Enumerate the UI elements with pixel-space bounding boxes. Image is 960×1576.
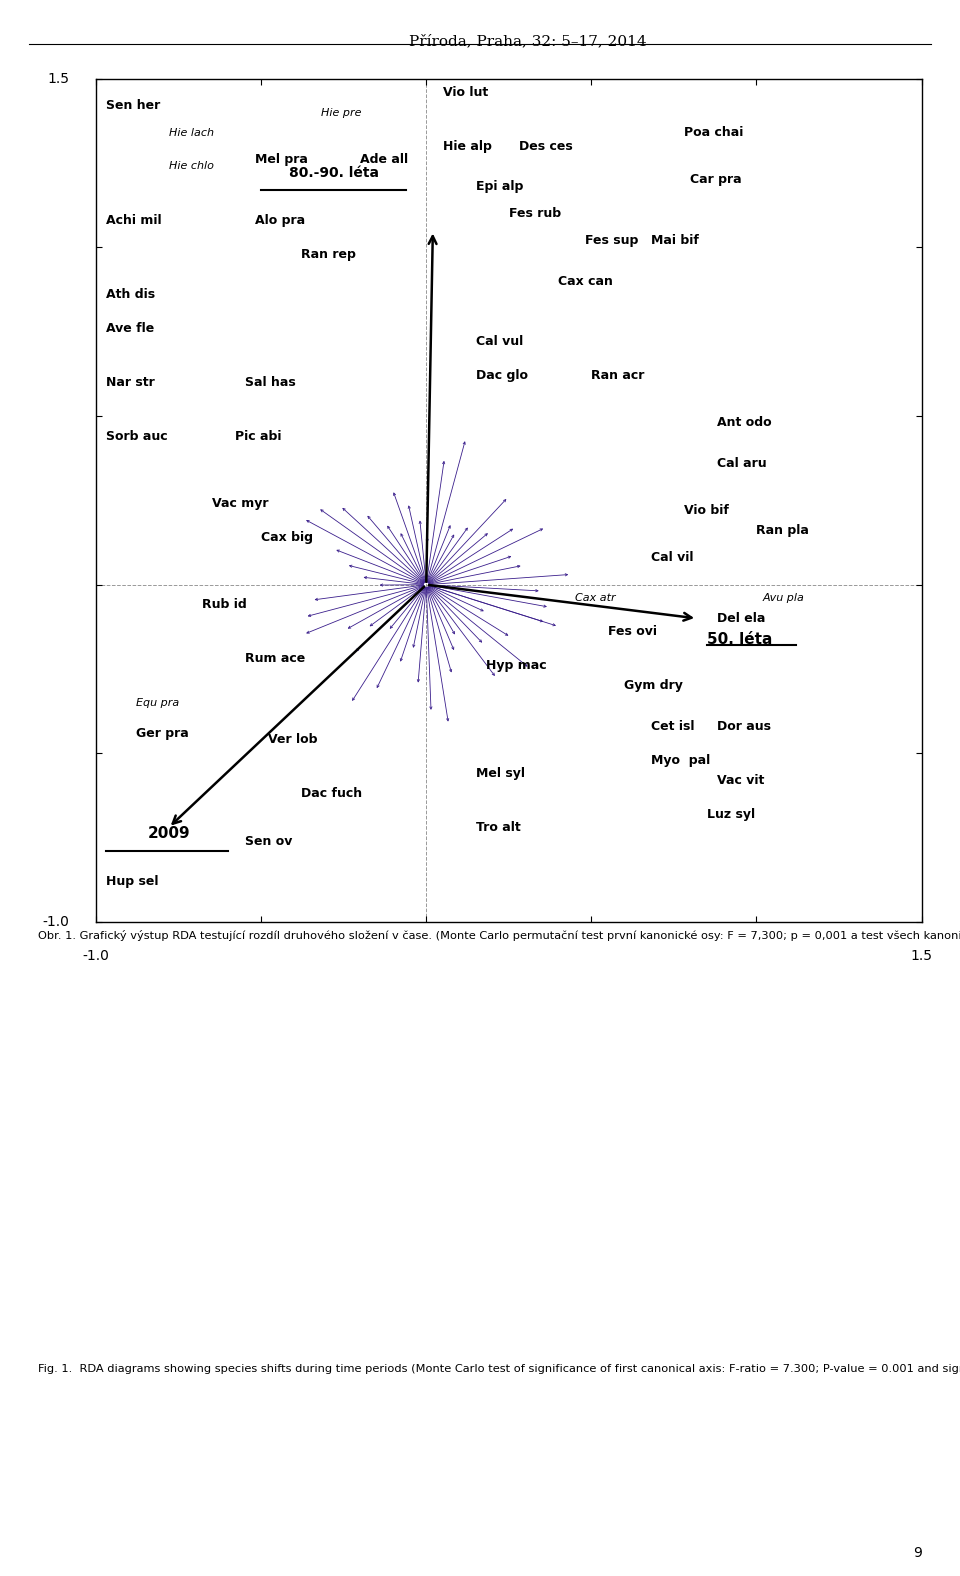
Text: Fes ovi: Fes ovi — [608, 626, 657, 638]
Text: Ger pra: Ger pra — [135, 727, 188, 739]
Text: Hup sel: Hup sel — [106, 875, 158, 887]
Text: Ant odo: Ant odo — [717, 416, 772, 429]
Text: Vac vit: Vac vit — [717, 774, 764, 786]
Text: Poa chai: Poa chai — [684, 126, 743, 139]
Text: Dac glo: Dac glo — [476, 369, 528, 381]
Text: 9: 9 — [913, 1546, 922, 1560]
Text: Dac fuch: Dac fuch — [300, 788, 362, 801]
Text: Dor aus: Dor aus — [717, 720, 771, 733]
Text: Ave fle: Ave fle — [106, 322, 155, 334]
Text: 2009: 2009 — [147, 826, 190, 842]
Text: Equ pra: Equ pra — [135, 698, 179, 708]
Text: Mel pra: Mel pra — [254, 153, 307, 165]
Text: Vio bif: Vio bif — [684, 504, 729, 517]
Text: 50. léta: 50. léta — [707, 632, 772, 646]
Text: Cal vil: Cal vil — [651, 552, 693, 564]
Text: 1.5: 1.5 — [911, 949, 932, 963]
Text: Gym dry: Gym dry — [624, 679, 684, 692]
Text: Sal has: Sal has — [245, 375, 296, 389]
Text: Vac myr: Vac myr — [211, 498, 268, 511]
Text: 80.-90. léta: 80.-90. léta — [289, 165, 379, 180]
Text: Ade all: Ade all — [360, 153, 408, 165]
Text: -1.0: -1.0 — [83, 949, 109, 963]
Text: Hie chlo: Hie chlo — [169, 161, 213, 172]
Text: Fes rub: Fes rub — [509, 206, 561, 221]
Text: Alo pra: Alo pra — [254, 214, 304, 227]
Text: Sorb auc: Sorb auc — [106, 430, 168, 443]
Text: Hie pre: Hie pre — [321, 107, 361, 118]
Text: Hie lach: Hie lach — [169, 128, 214, 137]
Text: Sen ov: Sen ov — [245, 835, 292, 848]
Text: Achi mil: Achi mil — [106, 214, 161, 227]
Text: Obr. 1. Grafický výstup RDA testující rozdíl druhového složení v čase. (Monte Ca: Obr. 1. Grafický výstup RDA testující ro… — [38, 930, 960, 941]
Text: Luz syl: Luz syl — [707, 807, 756, 821]
Text: Cax atr: Cax atr — [575, 593, 615, 604]
Text: Ver lob: Ver lob — [268, 733, 317, 747]
Text: Nar str: Nar str — [106, 375, 155, 389]
Text: Rub id: Rub id — [202, 599, 247, 611]
Text: 1.5: 1.5 — [48, 72, 69, 85]
Text: Rum ace: Rum ace — [245, 652, 305, 665]
Text: Cal vul: Cal vul — [476, 336, 523, 348]
Text: Fes sup: Fes sup — [585, 235, 638, 247]
Text: -1.0: -1.0 — [42, 916, 69, 928]
Text: Tro alt: Tro alt — [476, 821, 520, 834]
Text: Vio lut: Vio lut — [443, 85, 488, 99]
Text: Fig. 1.  RDA diagrams showing species shifts during time periods (Monte Carlo te: Fig. 1. RDA diagrams showing species shi… — [38, 1363, 960, 1374]
Text: Ran rep: Ran rep — [300, 247, 355, 260]
Text: Cax can: Cax can — [559, 274, 613, 288]
Text: Příroda, Praha, 32: 5–17, 2014: Příroda, Praha, 32: 5–17, 2014 — [409, 35, 647, 49]
Text: Ath dis: Ath dis — [106, 288, 155, 301]
Text: Ran acr: Ran acr — [591, 369, 645, 381]
Text: Car pra: Car pra — [690, 173, 742, 186]
Text: Epi alp: Epi alp — [476, 180, 523, 194]
Text: Cal aru: Cal aru — [717, 457, 766, 470]
Text: Des ces: Des ces — [518, 140, 572, 153]
Text: Cet isl: Cet isl — [651, 720, 694, 733]
Text: Cax big: Cax big — [261, 531, 313, 544]
Text: Hie alp: Hie alp — [443, 140, 492, 153]
Text: Sen her: Sen her — [106, 99, 160, 112]
Text: Avu pla: Avu pla — [763, 593, 804, 604]
Text: Mai bif: Mai bif — [651, 235, 699, 247]
Text: Ran pla: Ran pla — [756, 525, 809, 537]
Text: Mel syl: Mel syl — [476, 768, 525, 780]
Text: Hyp mac: Hyp mac — [486, 659, 546, 671]
Text: Myo  pal: Myo pal — [651, 753, 710, 766]
Text: Del ela: Del ela — [717, 611, 765, 626]
Text: Pic abi: Pic abi — [234, 430, 281, 443]
